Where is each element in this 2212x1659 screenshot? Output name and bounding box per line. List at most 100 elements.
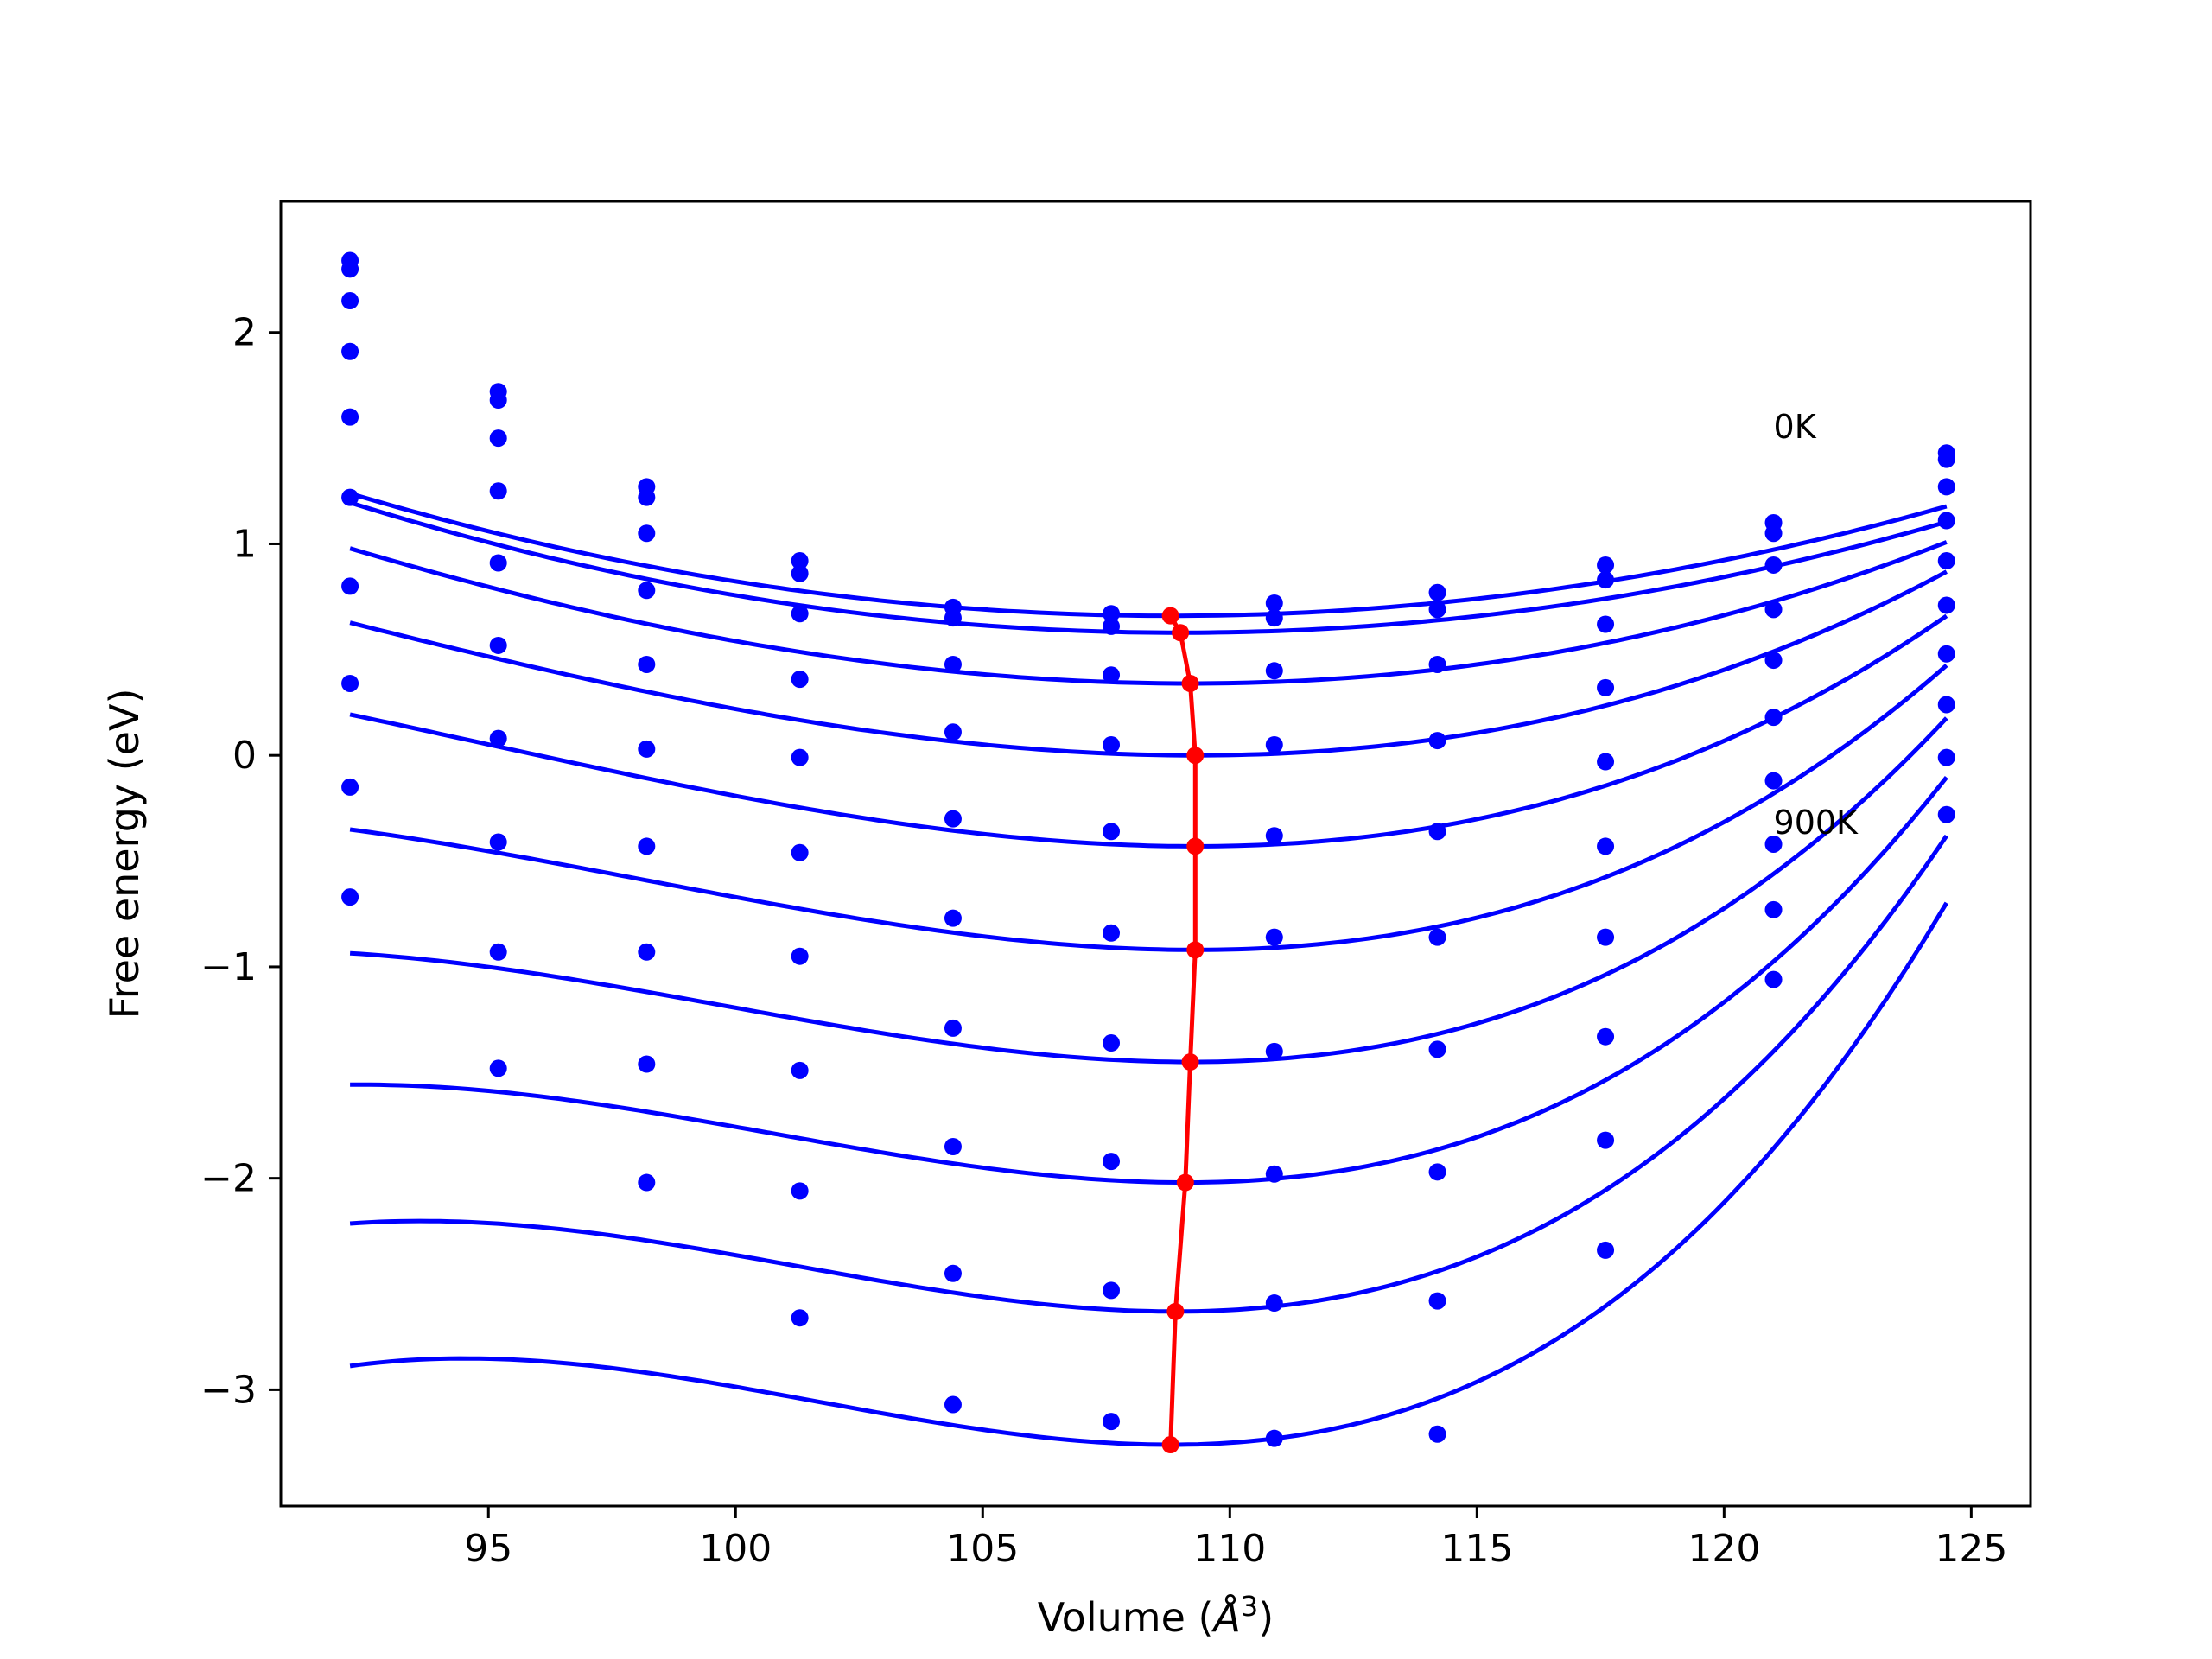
data-point xyxy=(341,577,359,595)
data-point xyxy=(944,1264,962,1282)
data-point xyxy=(1428,583,1446,601)
data-point xyxy=(638,740,656,758)
data-point xyxy=(944,1395,962,1414)
data-point xyxy=(489,833,507,851)
data-point xyxy=(341,778,359,796)
data-point xyxy=(1428,655,1446,673)
data-point xyxy=(791,947,809,965)
data-point xyxy=(1764,772,1783,790)
y-tick-label: 2 xyxy=(232,311,257,355)
x-tick-label: 115 xyxy=(1440,1527,1513,1571)
data-point xyxy=(1103,605,1121,623)
data-point xyxy=(791,564,809,582)
x-axis-label: Volume (Å3) xyxy=(1038,1590,1274,1641)
data-point xyxy=(1764,556,1783,574)
annotation-900k: 900K xyxy=(1774,804,1859,842)
data-point xyxy=(1265,735,1283,753)
fit-curve-4 xyxy=(349,613,1948,849)
data-point xyxy=(1428,1425,1446,1443)
data-point xyxy=(1937,696,1955,714)
fit-curve-5 xyxy=(349,664,1948,952)
fit-curve-8 xyxy=(349,834,1948,1314)
data-point xyxy=(1428,1163,1446,1181)
data-point xyxy=(791,843,809,861)
data-point xyxy=(341,408,359,426)
minimum-point xyxy=(1181,1053,1199,1071)
data-point xyxy=(1103,823,1121,841)
minimum-point xyxy=(1186,747,1205,765)
minimum-point xyxy=(1186,837,1205,855)
data-point xyxy=(1428,732,1446,750)
x-axis-label-symbol: Å xyxy=(1211,1594,1240,1641)
fit-curve-2 xyxy=(349,540,1948,686)
data-point xyxy=(1265,827,1283,845)
data-point xyxy=(1597,571,1615,589)
data-point xyxy=(489,482,507,500)
x-tick-label: 125 xyxy=(1935,1527,2007,1571)
data-point xyxy=(791,671,809,689)
data-point xyxy=(1764,900,1783,918)
data-point xyxy=(791,1182,809,1200)
data-point xyxy=(791,1061,809,1079)
x-tick-label: 105 xyxy=(946,1527,1019,1571)
data-point xyxy=(1597,615,1615,633)
x-axis-label-prefix: Volume ( xyxy=(1038,1594,1214,1641)
data-point xyxy=(1597,928,1615,946)
data-point xyxy=(1937,450,1955,468)
data-point xyxy=(1265,594,1283,612)
data-point xyxy=(489,391,507,410)
fit-curve-1 xyxy=(349,500,1948,635)
data-point xyxy=(1597,556,1615,574)
tick-layer: 95 100 105 110 115 120 125 2 1 0 −1 −2 −3 xyxy=(200,311,2007,1571)
x-tick-label: 110 xyxy=(1193,1527,1266,1571)
data-point xyxy=(1597,1027,1615,1046)
y-tick-label: −2 xyxy=(200,1157,257,1201)
data-point xyxy=(341,888,359,906)
y-tick-label: −3 xyxy=(200,1368,257,1412)
data-point xyxy=(489,1059,507,1077)
data-point xyxy=(1764,524,1783,543)
data-point xyxy=(1265,1042,1283,1060)
data-point xyxy=(1103,617,1121,635)
annotation-0k: 0K xyxy=(1774,408,1817,446)
data-point xyxy=(791,552,809,570)
data-point xyxy=(1937,596,1955,614)
data-point xyxy=(1597,1241,1615,1259)
y-axis-label: Free energy (eV) xyxy=(101,689,148,1020)
x-tick-label: 100 xyxy=(699,1527,772,1571)
data-point xyxy=(638,837,656,855)
data-point xyxy=(489,554,507,572)
data-point xyxy=(1103,924,1121,942)
data-point xyxy=(1428,1292,1446,1310)
data-point xyxy=(638,655,656,673)
minima-line xyxy=(1168,614,1198,1446)
data-point xyxy=(791,605,809,623)
minimum-point xyxy=(1181,674,1199,692)
data-point xyxy=(341,292,359,310)
data-point xyxy=(1103,1034,1121,1052)
minimum-point xyxy=(1172,624,1190,642)
minimum-point xyxy=(1161,607,1179,625)
fit-curve-6 xyxy=(349,716,1948,1065)
data-point xyxy=(1265,1429,1283,1447)
y-tick-label: 0 xyxy=(232,734,257,778)
data-point xyxy=(944,1019,962,1037)
data-point xyxy=(944,655,962,673)
data-point xyxy=(489,943,507,961)
data-point xyxy=(1265,1165,1283,1183)
x-axis-label-suffix: ) xyxy=(1258,1594,1274,1641)
fit-curve-3 xyxy=(349,569,1948,758)
data-point xyxy=(638,1173,656,1192)
data-point xyxy=(1265,609,1283,627)
data-point xyxy=(944,909,962,927)
data-point xyxy=(638,582,656,600)
x-tick-label: 120 xyxy=(1688,1527,1760,1571)
data-point xyxy=(1103,666,1121,684)
minimum-point xyxy=(1186,941,1205,959)
data-point xyxy=(1937,645,1955,663)
data-point xyxy=(1597,678,1615,696)
x-tick-label: 95 xyxy=(464,1527,512,1571)
data-point xyxy=(1764,970,1783,988)
data-point xyxy=(341,488,359,506)
data-point xyxy=(944,810,962,828)
